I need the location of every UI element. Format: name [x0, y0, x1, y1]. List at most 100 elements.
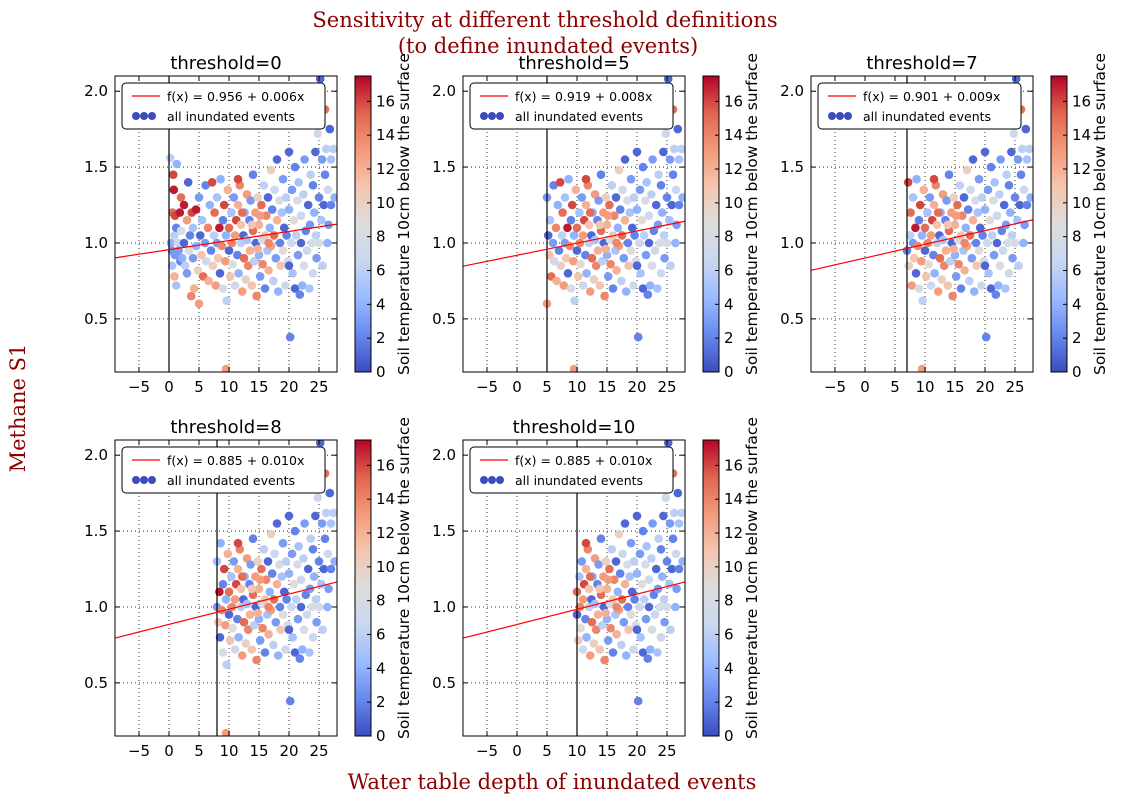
data-point — [239, 617, 249, 627]
data-point — [995, 261, 1005, 271]
data-point — [191, 205, 201, 214]
scatter-points — [572, 440, 685, 706]
data-point — [926, 281, 936, 290]
data-point — [915, 200, 925, 210]
data-point — [644, 211, 654, 220]
data-point — [603, 272, 613, 281]
x-tick-label: −5 — [476, 378, 498, 396]
data-point — [272, 519, 282, 528]
data-point — [216, 538, 225, 548]
data-point — [672, 584, 681, 594]
data-point — [612, 602, 621, 612]
y-tick-label: 0.5 — [432, 310, 456, 328]
data-point — [215, 633, 225, 642]
data-point — [1013, 155, 1023, 164]
data-point — [203, 223, 213, 233]
data-point — [329, 508, 337, 518]
data-point — [601, 193, 611, 202]
data-point — [255, 272, 265, 281]
data-point — [645, 281, 655, 290]
colorbar-gradient — [702, 439, 720, 737]
data-point — [911, 269, 921, 278]
legend-marker — [480, 476, 488, 484]
data-point — [665, 519, 675, 528]
x-tick-label: 25 — [309, 378, 328, 396]
legend-fit-label: f(x) = 0.956 + 0.006x — [167, 89, 304, 104]
y-tick-label: 0.5 — [84, 310, 108, 328]
data-point — [644, 238, 654, 248]
data-point — [224, 223, 234, 233]
x-tick-label: 0 — [512, 742, 522, 760]
data-point — [246, 560, 255, 569]
data-point — [992, 211, 1002, 220]
x-tick-label: 10 — [567, 378, 586, 396]
data-point — [625, 572, 635, 581]
data-point — [584, 584, 594, 594]
subplot-1: −5 0 5 10 15 20 250.51.01.52.0threshold=0f(x) … — [84, 53, 413, 396]
data-point — [241, 639, 251, 648]
data-point — [295, 654, 305, 663]
data-point — [576, 259, 585, 269]
colorbar-tick-label: 8 — [376, 228, 386, 246]
data-point — [317, 215, 326, 225]
y-tick-label: 2.0 — [84, 446, 108, 464]
data-point — [633, 696, 643, 706]
data-point — [305, 284, 314, 293]
data-point — [985, 215, 995, 225]
data-point — [323, 602, 332, 612]
data-point — [656, 269, 666, 278]
data-point — [659, 511, 668, 521]
data-point — [296, 602, 306, 612]
legend-scatter-label: all inundated events — [515, 473, 643, 488]
colorbar-tick-label: 12 — [724, 160, 743, 178]
data-point — [257, 200, 266, 210]
data-point — [621, 651, 631, 660]
data-point — [312, 617, 321, 627]
data-point — [623, 238, 633, 248]
figure-title-line1: Sensitivity at different threshold defin… — [312, 8, 777, 32]
scatter-points — [542, 76, 685, 372]
data-point — [219, 564, 229, 574]
data-point — [671, 185, 681, 195]
data-point — [596, 170, 606, 179]
data-point — [291, 595, 301, 604]
data-point — [1025, 144, 1033, 154]
data-point — [172, 159, 182, 169]
data-point — [287, 238, 296, 248]
data-point — [674, 564, 684, 574]
data-point — [255, 211, 265, 220]
colorbar-label: Soil temperature 10cm below the surface — [743, 53, 761, 375]
data-point — [912, 174, 921, 184]
data-point — [954, 259, 963, 269]
x-tick-label: 20 — [627, 742, 646, 760]
data-point — [603, 575, 613, 584]
data-point — [643, 290, 653, 299]
x-tick-label: 10 — [567, 742, 586, 760]
data-point — [619, 253, 629, 263]
data-point — [577, 193, 587, 202]
data-point — [247, 220, 257, 230]
data-point — [218, 648, 228, 657]
data-point — [253, 193, 263, 202]
colorbar-tick-label: 12 — [376, 160, 395, 178]
data-point — [581, 174, 591, 184]
colorbar-tick-label: 0 — [724, 727, 734, 745]
data-point — [273, 651, 283, 660]
data-point — [673, 124, 683, 134]
data-point — [667, 200, 677, 210]
data-point — [607, 545, 617, 554]
data-point — [937, 275, 947, 284]
data-point — [627, 223, 637, 233]
data-point — [225, 636, 235, 645]
legend-marker — [148, 476, 156, 484]
data-point — [623, 602, 633, 612]
data-point — [569, 364, 579, 372]
data-point — [653, 648, 662, 657]
data-point — [242, 599, 252, 609]
data-point — [277, 208, 287, 217]
colorbar-tick-label: 0 — [1072, 363, 1082, 381]
data-point — [258, 623, 267, 633]
data-point — [307, 238, 317, 248]
data-point — [221, 620, 230, 630]
data-point — [933, 287, 943, 296]
